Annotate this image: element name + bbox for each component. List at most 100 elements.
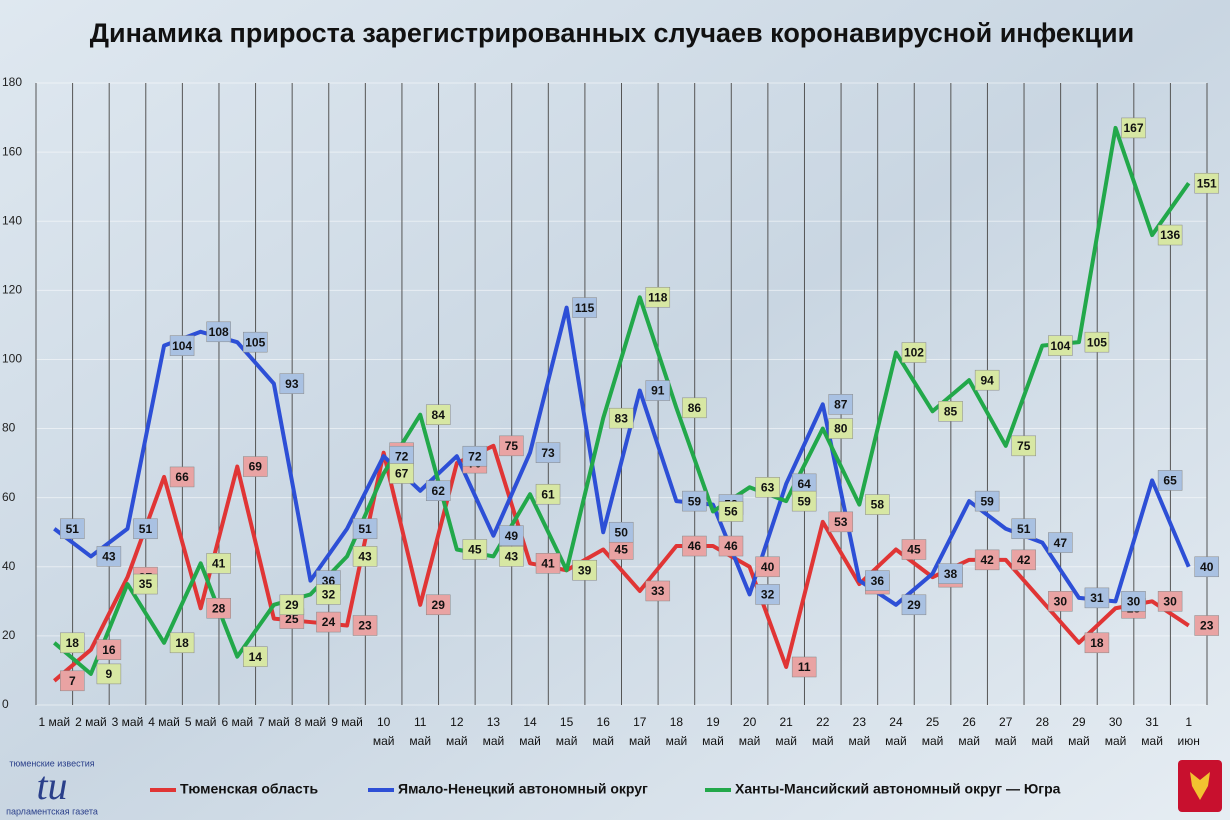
data-label-box <box>1121 591 1146 612</box>
data-label: 102 <box>901 342 927 363</box>
data-label-box <box>499 525 524 546</box>
data-label-box <box>1157 224 1183 246</box>
data-label-box <box>1084 331 1110 353</box>
data-label: 59 <box>682 490 707 512</box>
data-label-text: 73 <box>541 446 555 460</box>
data-label: 91 <box>645 380 671 401</box>
data-label-box <box>755 477 780 498</box>
data-label-text: 104 <box>1050 339 1070 353</box>
emblem <box>1178 760 1222 812</box>
data-label-text: 118 <box>648 290 668 304</box>
data-label: 108 <box>206 321 231 343</box>
data-label-text: 35 <box>139 577 153 591</box>
data-label: 41 <box>535 553 561 574</box>
data-label-box <box>425 594 451 616</box>
data-label-box <box>279 373 305 394</box>
data-label: 32 <box>316 584 341 605</box>
data-label: 64 <box>791 473 817 495</box>
data-label-text: 23 <box>1200 619 1214 633</box>
data-label-text: 40 <box>761 560 775 574</box>
x-tick-label: 1 июн <box>1178 715 1200 748</box>
data-label-box <box>133 518 158 540</box>
data-label-text: 30 <box>1163 595 1177 609</box>
data-label-text: 56 <box>724 505 738 519</box>
data-label: 63 <box>755 477 780 498</box>
data-label: 33 <box>645 580 671 602</box>
data-label: 16 <box>96 639 122 660</box>
x-tick-label: 15 май <box>556 715 578 748</box>
data-label-text: 30 <box>1127 595 1141 609</box>
data-label: 35 <box>133 573 158 595</box>
data-label: 75 <box>1011 435 1036 457</box>
data-label-box <box>206 321 231 343</box>
y-tick-label: 80 <box>2 421 16 435</box>
data-label-box <box>96 639 122 660</box>
data-label: 47 <box>1048 532 1073 553</box>
data-label-box <box>682 490 707 512</box>
data-label: 87 <box>828 394 854 415</box>
data-label-text: 72 <box>468 449 482 463</box>
data-label-text: 51 <box>1017 522 1031 536</box>
data-label: 136 <box>1157 224 1183 246</box>
data-label-text: 11 <box>798 660 811 674</box>
data-label-text: 136 <box>1160 228 1180 242</box>
data-label-box <box>462 445 488 467</box>
data-label-box <box>828 394 854 415</box>
x-tick-label: 21 май <box>775 715 797 748</box>
data-label: 30 <box>1121 591 1146 612</box>
data-label-text: 23 <box>358 619 372 633</box>
data-label-box <box>1048 591 1073 612</box>
data-label-box <box>96 546 122 567</box>
data-label-box <box>206 597 231 619</box>
data-label-box <box>1084 632 1110 654</box>
y-tick-label: 180 <box>2 75 22 89</box>
data-label-box <box>1011 518 1036 540</box>
data-label-box <box>718 535 744 557</box>
data-label: 84 <box>425 404 451 425</box>
data-label: 66 <box>169 466 195 488</box>
logo-top: тюменские известия <box>9 758 94 768</box>
data-label-box <box>316 611 341 633</box>
data-label-box <box>682 535 707 557</box>
data-label-box <box>791 490 817 512</box>
data-label-box <box>608 407 634 429</box>
data-label-box <box>1048 532 1073 553</box>
data-label: 29 <box>279 594 305 616</box>
data-label-box <box>96 663 122 685</box>
data-label-box <box>1194 172 1219 194</box>
x-tick-label: 18 май <box>666 715 688 748</box>
data-label: 56 <box>718 501 744 522</box>
x-tick-label: 13 май <box>483 715 505 748</box>
data-label-box <box>243 456 268 477</box>
data-label-text: 108 <box>209 325 229 339</box>
data-label-box <box>974 369 1000 391</box>
data-label-box <box>1121 117 1146 139</box>
data-label-text: 18 <box>1090 636 1104 650</box>
data-label: 45 <box>462 539 488 560</box>
data-label: 58 <box>865 494 890 515</box>
data-label-box <box>499 435 524 457</box>
data-label: 62 <box>425 480 451 502</box>
data-label-text: 16 <box>102 643 116 657</box>
data-label: 40 <box>1194 556 1219 578</box>
data-label-text: 45 <box>907 543 921 557</box>
data-label-box <box>1194 556 1219 578</box>
data-label-box <box>901 539 927 560</box>
data-label: 105 <box>243 331 268 353</box>
data-label-text: 151 <box>1197 176 1217 190</box>
legend-label: Ямало-Ненецкий автономный округ <box>398 781 648 797</box>
data-label-box <box>279 594 305 616</box>
data-label: 18 <box>169 632 195 654</box>
data-label-text: 85 <box>944 404 958 418</box>
data-label-text: 115 <box>575 301 595 315</box>
data-label: 61 <box>535 483 561 505</box>
data-label-text: 63 <box>761 480 775 494</box>
data-label-text: 46 <box>724 539 738 553</box>
chart-title: Динамика прироста зарегистрированных слу… <box>90 18 1134 48</box>
data-label: 18 <box>1084 632 1110 654</box>
data-label: 59 <box>974 490 1000 512</box>
y-tick-label: 120 <box>2 283 22 297</box>
data-label: 39 <box>572 559 597 581</box>
x-tick-label: 19 май <box>702 715 724 748</box>
data-label: 24 <box>316 611 341 633</box>
